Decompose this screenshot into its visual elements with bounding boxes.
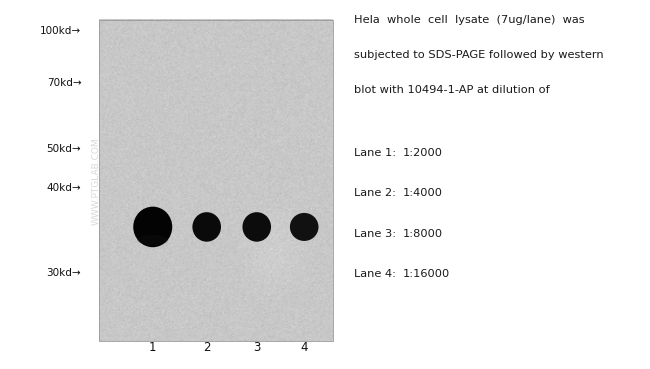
Ellipse shape (290, 213, 318, 241)
Ellipse shape (242, 212, 271, 242)
Ellipse shape (137, 235, 168, 245)
Text: 30kd→: 30kd→ (47, 268, 81, 278)
Text: 1: 1 (149, 341, 157, 354)
Text: subjected to SDS-PAGE followed by western: subjected to SDS-PAGE followed by wester… (354, 50, 604, 60)
Text: Lane 4:: Lane 4: (354, 269, 396, 279)
Text: 3: 3 (253, 341, 261, 354)
Text: 1:4000: 1:4000 (403, 188, 443, 198)
Text: 1:2000: 1:2000 (403, 148, 443, 158)
Text: 50kd→: 50kd→ (47, 144, 81, 155)
Text: 1:16000: 1:16000 (403, 269, 450, 279)
Text: 1:8000: 1:8000 (403, 229, 443, 239)
Text: Hela  whole  cell  lysate  (7ug/lane)  was: Hela whole cell lysate (7ug/lane) was (354, 15, 585, 25)
Ellipse shape (192, 212, 221, 242)
Text: blot with 10494-1-AP at dilution of: blot with 10494-1-AP at dilution of (354, 85, 550, 95)
Ellipse shape (133, 207, 172, 247)
Text: 4: 4 (300, 341, 308, 354)
Text: Lane 2:: Lane 2: (354, 188, 396, 198)
Text: 2: 2 (203, 341, 211, 354)
Text: WWW.PTGLAB.COM: WWW.PTGLAB.COM (92, 137, 101, 225)
Text: 100kd→: 100kd→ (40, 26, 81, 37)
Bar (99, 20, 333, 341)
Text: 40kd→: 40kd→ (47, 183, 81, 193)
Text: Lane 3:: Lane 3: (354, 229, 396, 239)
Text: Lane 1:: Lane 1: (354, 148, 396, 158)
Text: 70kd→: 70kd→ (47, 78, 81, 88)
